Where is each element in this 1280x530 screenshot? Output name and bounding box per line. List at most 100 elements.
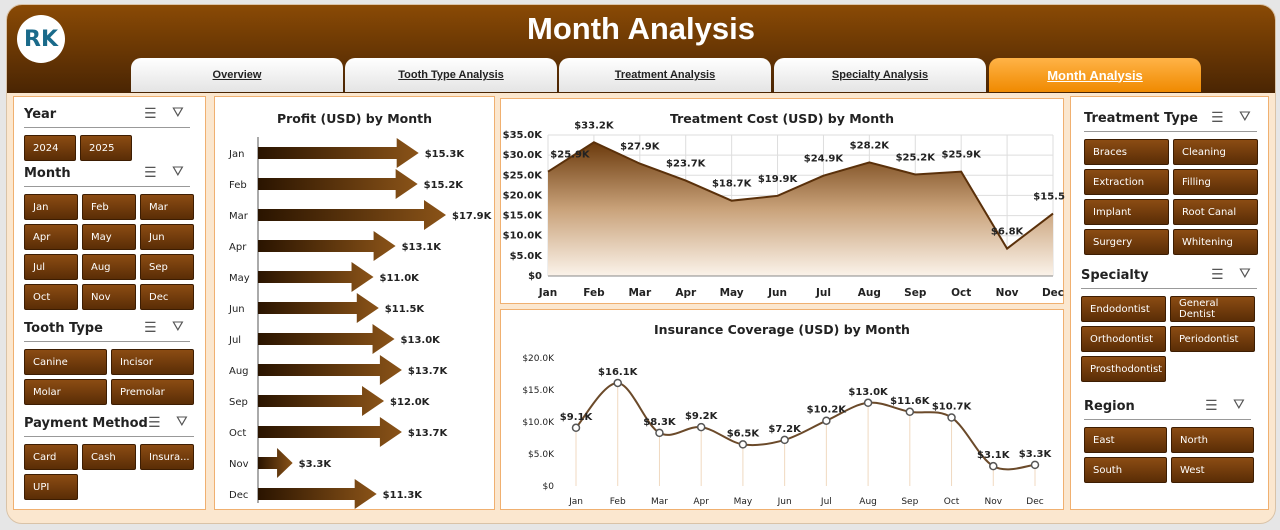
- multi-select-icon[interactable]: ☰: [144, 320, 157, 336]
- slicer-item-incisor[interactable]: Incisor: [111, 349, 194, 375]
- tab-treatment-analysis[interactable]: Treatment Analysis: [559, 58, 771, 92]
- x-tick-label: Oct: [944, 497, 960, 507]
- area-fill: [548, 142, 1053, 276]
- slicer-item-molar[interactable]: Molar: [24, 379, 107, 405]
- slicer-item-apr[interactable]: Apr: [24, 224, 78, 250]
- tab-specialty-analysis[interactable]: Specialty Analysis: [774, 58, 986, 92]
- x-tick-label: Jan: [568, 497, 583, 507]
- data-point: [822, 416, 831, 425]
- data-label: $7.2K: [768, 424, 802, 435]
- data-point: [1030, 460, 1040, 470]
- series-line: [547, 141, 1054, 251]
- y-tick-label: $20.0K: [522, 354, 555, 364]
- slicer-title-treatment-type: Treatment Type: [1084, 111, 1198, 126]
- multi-select-icon[interactable]: ☰: [1211, 267, 1224, 283]
- slicer-item-extraction[interactable]: Extraction: [1084, 169, 1169, 195]
- slicer-item-cleaning[interactable]: Cleaning: [1173, 139, 1258, 165]
- tick-label: Apr: [229, 242, 247, 253]
- multi-select-icon[interactable]: ☰: [1211, 110, 1224, 126]
- slicer-item-root-canal[interactable]: Root Canal: [1173, 199, 1258, 225]
- y-tick-label: $0: [543, 482, 555, 492]
- page-title: Month Analysis: [527, 11, 755, 46]
- slicer-item-canine[interactable]: Canine: [24, 349, 107, 375]
- tick-label: Jul: [228, 335, 241, 346]
- data-label: $3.3K: [1019, 449, 1053, 460]
- tick-label: Jan: [228, 149, 244, 160]
- data-label: $15.2K: [424, 180, 465, 191]
- data-label: $11.0K: [380, 273, 421, 284]
- slicer-item-cash[interactable]: Cash: [82, 444, 136, 470]
- data-point: [655, 428, 664, 438]
- multi-select-icon[interactable]: ☰: [1205, 398, 1218, 414]
- x-tick-label: Nov: [996, 287, 1019, 299]
- slicer-item-filling[interactable]: Filling: [1173, 169, 1258, 195]
- slicer-item-mar[interactable]: Mar: [140, 194, 194, 220]
- data-label: $8.3K: [643, 417, 677, 428]
- slicer-item-north[interactable]: North: [1171, 427, 1254, 453]
- clear-filter-icon[interactable]: ⛛: [1239, 109, 1251, 125]
- data-label: $27.9K: [620, 142, 661, 153]
- slicer-item-premolar[interactable]: Premolar: [111, 379, 194, 405]
- slicer-item-oct[interactable]: Oct: [24, 284, 78, 310]
- slicer-item-jul[interactable]: Jul: [24, 254, 78, 280]
- x-tick-label: Apr: [693, 497, 709, 507]
- slicer-item-east[interactable]: East: [1084, 427, 1167, 453]
- clear-filter-icon[interactable]: ⛛: [172, 319, 184, 335]
- slicer-item-orthodontist[interactable]: Orthodontist: [1081, 326, 1166, 352]
- data-label: $6.8K: [991, 227, 1025, 238]
- x-tick-label: Mar: [651, 497, 668, 507]
- data-label: $11.5K: [385, 304, 426, 315]
- data-label: $23.7K: [666, 159, 707, 170]
- x-tick-label: Jul: [815, 287, 831, 299]
- slicer-item-endodontist[interactable]: Endodontist: [1081, 296, 1166, 322]
- clear-filter-icon[interactable]: ⛛: [1239, 266, 1251, 282]
- slicer-item-2024[interactable]: 2024: [24, 135, 76, 161]
- tick-label: Aug: [229, 366, 249, 377]
- slicer-item-card[interactable]: Card: [24, 444, 78, 470]
- slicer-item-aug[interactable]: Aug: [82, 254, 136, 280]
- slicer-item-dec[interactable]: Dec: [140, 284, 194, 310]
- treatment-cost-chart: Treatment Cost (USD) by Month $0 $5.0K $10…: [500, 98, 1065, 304]
- slicer-item-implant[interactable]: Implant: [1084, 199, 1169, 225]
- bar-arrow: [258, 448, 293, 478]
- slicer-item-whitening[interactable]: Whitening: [1173, 229, 1258, 255]
- bar-arrow: [258, 386, 385, 416]
- divider: [1084, 419, 1251, 420]
- slicer-item-general-dentist[interactable]: General Dentist: [1170, 296, 1255, 322]
- slicer-item-sep[interactable]: Sep: [140, 254, 194, 280]
- data-label: $18.7K: [712, 179, 753, 190]
- data-label: $28.2K: [850, 140, 891, 151]
- bar-arrow: [258, 417, 402, 447]
- slicer-item-west[interactable]: West: [1171, 457, 1254, 483]
- multi-select-icon[interactable]: ☰: [144, 165, 157, 181]
- y-tick-label: $5.0K: [528, 450, 555, 460]
- slicer-item-may[interactable]: May: [82, 224, 136, 250]
- slicer-item-periodontist[interactable]: Periodontist: [1170, 326, 1255, 352]
- slicer-item-south[interactable]: South: [1084, 457, 1167, 483]
- chart-title: Treatment Cost (USD) by Month: [669, 111, 895, 126]
- clear-filter-icon[interactable]: ⛛: [176, 414, 188, 430]
- slicer-item-surgery[interactable]: Surgery: [1084, 229, 1169, 255]
- x-tick-label: Dec: [1026, 497, 1043, 507]
- slicer-item-2025[interactable]: 2025: [80, 135, 132, 161]
- tick-label: Jun: [228, 304, 245, 315]
- clear-filter-icon[interactable]: ⛛: [1233, 397, 1245, 413]
- slicer-item-prosthodontist[interactable]: Prosthodontist: [1081, 356, 1166, 382]
- y-tick-label: $25.0K: [503, 170, 544, 181]
- chart-title: Profit (USD) by Month: [276, 111, 433, 126]
- tab-overview[interactable]: Overview: [131, 58, 343, 92]
- slicer-item-braces[interactable]: Braces: [1084, 139, 1169, 165]
- slicer-item-jun[interactable]: Jun: [140, 224, 194, 250]
- slicer-item-insura-[interactable]: Insura...: [140, 444, 194, 470]
- slicer-item-nov[interactable]: Nov: [82, 284, 136, 310]
- multi-select-icon[interactable]: ☰: [148, 415, 161, 431]
- tab-month-analysis[interactable]: Month Analysis: [989, 58, 1201, 92]
- multi-select-icon[interactable]: ☰: [144, 106, 157, 122]
- slicer-item-jan[interactable]: Jan: [24, 194, 78, 220]
- x-tick-label: Sep: [901, 497, 918, 507]
- tab-tooth-type-analysis[interactable]: Tooth Type Analysis: [345, 58, 557, 92]
- clear-filter-icon[interactable]: ⛛: [172, 105, 184, 121]
- slicer-item-upi[interactable]: UPI: [24, 474, 78, 500]
- clear-filter-icon[interactable]: ⛛: [172, 164, 184, 180]
- slicer-item-feb[interactable]: Feb: [82, 194, 136, 220]
